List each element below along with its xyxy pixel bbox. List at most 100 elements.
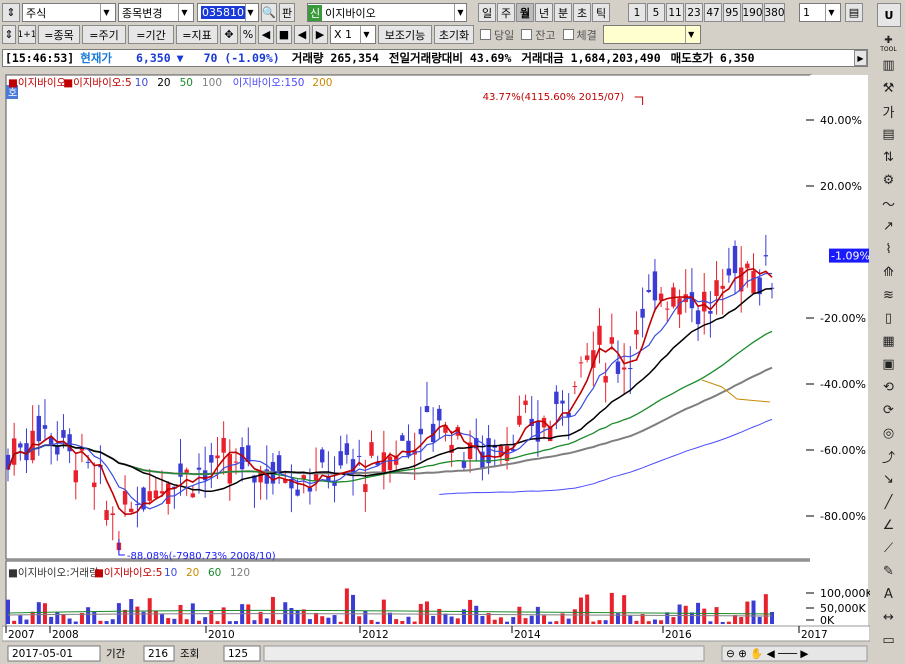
grid-icon[interactable]: ▦: [882, 333, 895, 349]
next-icon[interactable]: ▶: [312, 25, 328, 44]
pen-icon[interactable]: ✎: [883, 563, 894, 579]
interval-button[interactable]: 1: [628, 3, 646, 22]
ma-icon[interactable]: ≋: [883, 287, 894, 303]
rotate-icon[interactable]: ⤴: [881, 450, 895, 466]
period-tab[interactable]: 분: [554, 3, 572, 22]
crosshair-icon[interactable]: ✥: [220, 25, 238, 44]
interval-button[interactable]: 5: [647, 3, 665, 22]
market-select[interactable]: 주식 ▼: [22, 3, 116, 22]
wrench-icon[interactable]: ⚒: [882, 80, 895, 96]
candle: [289, 478, 294, 489]
save-icon[interactable]: ▤: [845, 3, 863, 22]
stock-name-field[interactable]: 신 이지바이오 ▼: [307, 3, 467, 22]
candle: [572, 386, 578, 388]
indicator-button[interactable]: =지표: [176, 25, 218, 44]
search-icon[interactable]: 🔍: [261, 3, 277, 22]
one-plus-one-button[interactable]: 1+1: [18, 25, 36, 44]
indicator-icon[interactable]: ▥: [882, 57, 895, 73]
sort-icon[interactable]: ⇅: [883, 149, 894, 165]
candle: [584, 355, 590, 360]
period-tab[interactable]: 초: [573, 3, 591, 22]
fill-checkbox[interactable]: [562, 29, 574, 40]
aux-function-button[interactable]: 보조기능: [378, 25, 432, 44]
candle: [628, 368, 633, 370]
cycle-button[interactable]: =주기: [82, 25, 126, 44]
user-icon[interactable]: U: [877, 3, 901, 27]
volume-bar: [357, 616, 362, 624]
wave-icon[interactable]: 〜: [881, 197, 895, 213]
scroll-updown-icon[interactable]: ⇕: [2, 3, 20, 22]
price-icon[interactable]: 가: [882, 105, 895, 121]
rect-icon[interactable]: ▭: [882, 632, 895, 648]
item-button[interactable]: =종목: [38, 25, 80, 44]
volume-bar: [517, 606, 522, 624]
period-tab[interactable]: 틱: [592, 3, 610, 22]
candle: [48, 436, 54, 445]
volume-bars: [6, 588, 774, 624]
term-button[interactable]: =기간: [128, 25, 174, 44]
pan-button[interactable]: 판: [279, 3, 295, 22]
price-chart[interactable]: 호■이지바이오■이지바이오:5 10 20 50 100 이지바이오:150 200■이지바…: [2, 69, 870, 662]
reset-button[interactable]: 초기화: [434, 25, 474, 44]
volume-bar: [683, 605, 688, 624]
candle: [215, 455, 220, 459]
undo-icon[interactable]: ⟲: [883, 379, 894, 395]
interval-button[interactable]: 380: [764, 3, 785, 22]
volume-bar: [116, 603, 121, 624]
bar-icon[interactable]: ▯: [884, 310, 893, 326]
stop-icon[interactable]: ■: [276, 25, 292, 44]
line-icon[interactable]: ╱: [884, 494, 893, 510]
volume-bar: [61, 614, 66, 624]
candle: [11, 438, 17, 465]
redo-icon[interactable]: ⟳: [883, 402, 894, 418]
angle-icon[interactable]: ∠: [882, 517, 895, 533]
volume-bar: [523, 618, 528, 624]
candle-icon[interactable]: ⌇: [885, 241, 892, 257]
volume-bar: [751, 600, 756, 624]
x-tick-label: 2008: [52, 629, 79, 641]
text-icon[interactable]: A: [884, 586, 893, 602]
today-checkbox[interactable]: [480, 29, 491, 40]
candle: [369, 442, 374, 456]
scroll-updown-icon[interactable]: ⇕: [2, 25, 16, 44]
interval-button[interactable]: 23: [685, 3, 703, 22]
interval-button[interactable]: 47: [704, 3, 722, 22]
x-axis-bar: [2, 625, 870, 642]
target-icon[interactable]: ◎: [882, 425, 895, 441]
legend-item: 20: [157, 77, 170, 89]
period-tab[interactable]: 일: [478, 3, 496, 22]
volume-bar: [671, 617, 676, 624]
interval-button[interactable]: 95: [723, 3, 741, 22]
balance-checkbox[interactable]: [521, 29, 533, 40]
list-icon[interactable]: ▤: [882, 126, 895, 142]
period-tab[interactable]: 주: [497, 3, 515, 22]
scroll-right-icon[interactable]: ▶: [854, 50, 867, 66]
interval-button[interactable]: 11: [666, 3, 684, 22]
fill-select[interactable]: ▼: [602, 25, 701, 44]
ma200-line: [701, 379, 771, 403]
period-tab[interactable]: 월: [516, 3, 534, 22]
period-tab[interactable]: 년: [535, 3, 553, 22]
multiplier-select[interactable]: X 1 ▼: [330, 25, 376, 44]
diag-icon[interactable]: ⟋: [883, 540, 894, 556]
prev-icon[interactable]: ◀: [258, 25, 274, 44]
trend-icon[interactable]: ↗: [883, 218, 894, 234]
candle: [634, 329, 639, 335]
volume-bar: [424, 601, 429, 624]
arrow-icon[interactable]: ↘: [883, 471, 894, 487]
interval-button[interactable]: 190: [742, 3, 763, 22]
auto-icon[interactable]: ⚙: [882, 172, 895, 188]
tool-icon[interactable]: ✚: [884, 34, 893, 46]
x-tick-label: 2012: [362, 629, 389, 641]
back-icon[interactable]: ◀: [294, 25, 310, 44]
candle: [375, 462, 380, 466]
up-icon[interactable]: ⟰: [883, 264, 894, 280]
hline-icon[interactable]: ↔: [883, 609, 894, 625]
box-icon[interactable]: ▣: [882, 356, 895, 372]
vol-y-tick-label: 100,000K: [820, 587, 870, 600]
stock-code-input[interactable]: 035810 ▼: [197, 3, 259, 22]
candle: [695, 310, 701, 325]
stock-change-select[interactable]: 종목변경 ▼: [118, 3, 194, 22]
percent-button[interactable]: %: [240, 25, 256, 44]
count-select[interactable]: 1 ▼: [799, 3, 841, 22]
